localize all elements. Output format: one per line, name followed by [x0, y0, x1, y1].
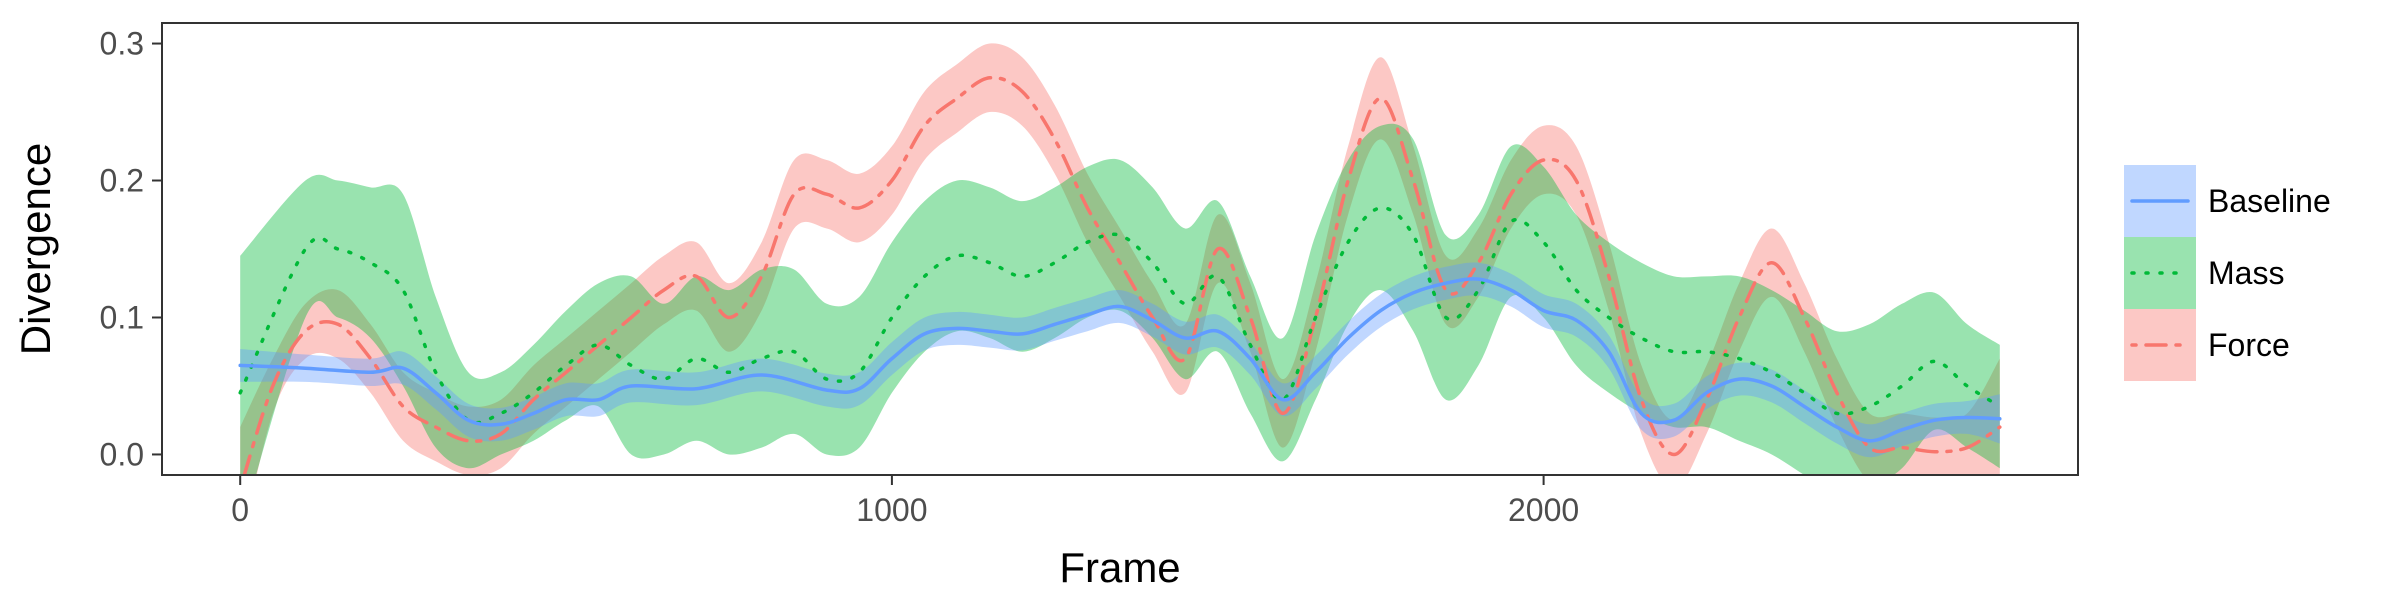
legend-item-mass: Mass [2124, 237, 2284, 309]
y-tick-label: 0.0 [100, 436, 144, 472]
x-axis-title: Frame [1059, 544, 1180, 591]
legend-label-force: Force [2208, 327, 2290, 363]
legend-label-baseline: Baseline [2208, 183, 2331, 219]
series-line-baseline [238, 277, 2002, 443]
legend-label-mass: Mass [2208, 255, 2284, 291]
legend-item-force: Force [2124, 309, 2290, 381]
y-tick-label: 0.3 [100, 26, 144, 62]
y-tick-label: 0.1 [100, 299, 144, 335]
line-layer [238, 75, 2002, 475]
ribbon-baseline [240, 262, 2000, 458]
x-tick-label: 2000 [1508, 492, 1579, 528]
x-tick-label: 1000 [856, 492, 927, 528]
series-line-force [242, 75, 2002, 475]
ribbon-force [240, 43, 2000, 475]
y-tick-label: 0.2 [100, 163, 144, 199]
legend-item-baseline: Baseline [2124, 165, 2331, 237]
plot-panel-border [161, 22, 2079, 476]
x-tick-label: 0 [231, 492, 249, 528]
series-line-mass [238, 206, 2002, 425]
y-axis-title: Divergence [12, 143, 59, 355]
legend: Baseline Mass Force [2124, 165, 2331, 381]
axes-layer: 0 1000 2000 0.0 0.1 0.2 0.3 [100, 26, 1580, 528]
